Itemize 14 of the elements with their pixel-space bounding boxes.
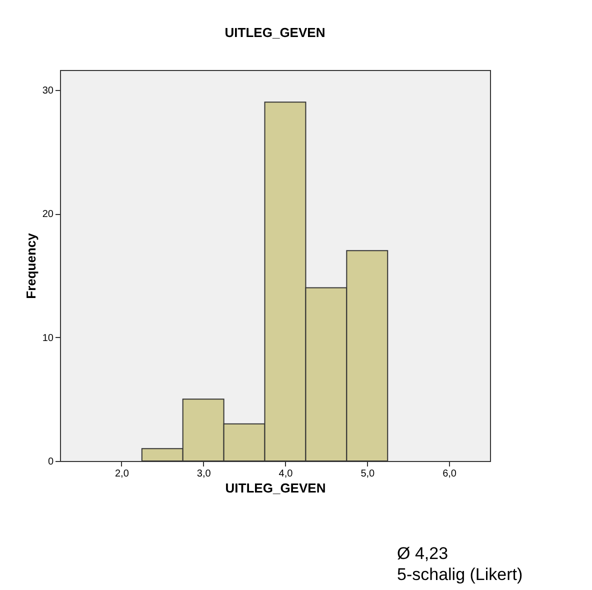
- x-tick-label: 6,0: [442, 468, 457, 480]
- x-axis-title: UITLEG_GEVEN: [225, 480, 326, 496]
- y-tick-label: 10: [42, 332, 54, 344]
- text: 5-schalig (Likert): [397, 564, 523, 585]
- text: Ø 4,23: [397, 543, 450, 564]
- y-tick-label: 30: [42, 85, 54, 96]
- x-tick-label: 4,0: [278, 468, 294, 480]
- y-axis-title: Frequency: [23, 232, 38, 299]
- x-tick-label: 3,0: [196, 468, 212, 480]
- x-tick-label: 5,0: [360, 468, 376, 480]
- chart-title: UITLEG_GEVEN: [224, 25, 326, 40]
- y-tick-label: 0: [48, 456, 54, 468]
- y-tick-label: 20: [42, 209, 54, 220]
- x-tick-label: 2,0: [114, 468, 130, 480]
